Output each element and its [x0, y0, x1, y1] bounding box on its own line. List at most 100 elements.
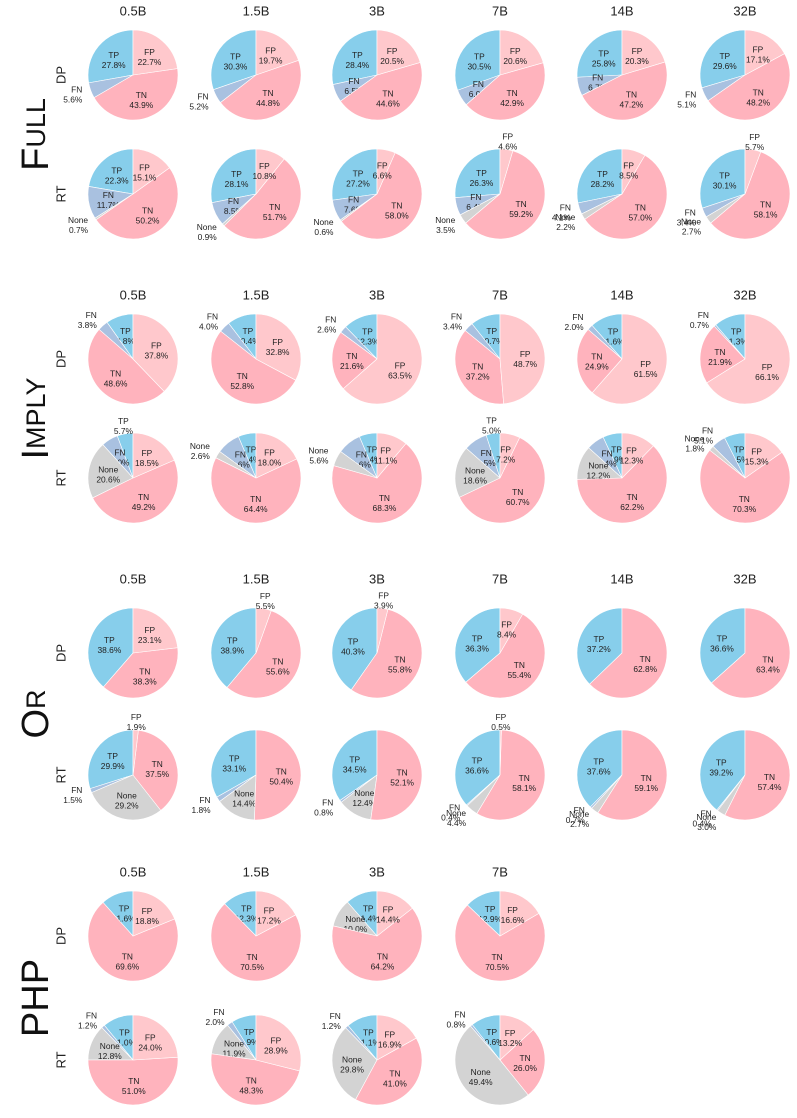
pie-slice-tp [454, 607, 501, 683]
slice-label-tn: TN [237, 371, 248, 381]
slice-value-fn: 2.0% [564, 322, 584, 332]
slice-label-none: None [117, 790, 137, 800]
slice-label-none: None [354, 788, 374, 798]
slice-label-fp: FP [495, 712, 506, 722]
slice-label-none: None [555, 212, 575, 222]
slice-value-fp: 17.2% [257, 915, 281, 925]
slice-value-none: 29.8% [340, 1064, 364, 1074]
slice-value-tn: 49.2% [132, 502, 156, 512]
slice-value-fp: 13.2% [498, 1038, 522, 1048]
pie-slice-tn [87, 329, 165, 405]
model-size-label: 3B [369, 864, 385, 879]
pie-slice-tp [576, 148, 623, 204]
slice-label-tn: TN [136, 90, 147, 100]
slice-value-tn: 50.4% [269, 776, 293, 786]
slice-value-fp: 15.1% [133, 173, 157, 183]
slice-value-tp: 22.3% [105, 176, 129, 186]
slice-value-tn: 41.0% [383, 1079, 407, 1089]
slice-value-fn: 3.4% [443, 322, 463, 332]
slice-label-fp: FP [510, 46, 521, 56]
pie-slice-tn [576, 329, 623, 394]
slice-label-none: None [696, 812, 716, 822]
slice-label-fp: FP [377, 160, 388, 170]
pie-slice-fp [499, 148, 514, 195]
slice-value-tp: 38.9% [220, 645, 244, 655]
slice-label-fp: FP [260, 591, 271, 601]
pie-slice-tn [465, 613, 546, 699]
slice-value-none: 4.4% [447, 818, 467, 828]
slice-label-tp: TP [230, 51, 241, 61]
slice-label-none: None [569, 809, 589, 819]
slice-label-tn: TN [246, 1076, 257, 1086]
pie-slice-fp [376, 432, 407, 479]
slice-value-tn: 51.7% [263, 212, 287, 222]
slice-label-tp: TP [598, 49, 609, 59]
slice-value-tp: 27.2% [346, 178, 370, 188]
pie-slice-tp [699, 29, 746, 89]
slice-label-tp: TP [719, 170, 730, 180]
slice-label-fn: FN [228, 196, 239, 206]
slice-label-fn: FN [560, 202, 571, 212]
slice-label-tn: TN [394, 654, 405, 664]
slice-value-fn: 0.4% [441, 812, 461, 822]
slice-value-fn: 8.6% [352, 459, 372, 469]
pie-slice-tn [95, 167, 179, 240]
slice-value-fp: 4.6% [498, 142, 518, 152]
pie-slice-fp [499, 313, 546, 405]
slice-value-tp: 36.3% [465, 643, 489, 653]
slice-value-none: 2.7% [682, 226, 702, 236]
slice-label-fp: FP [505, 1028, 516, 1038]
slice-label-tn: TN [512, 487, 523, 497]
slice-value-fp: 3.9% [374, 600, 394, 610]
pie-slice-tn [226, 610, 302, 699]
slice-label-tn: TN [262, 88, 273, 98]
slice-label-fp: FP [500, 444, 511, 454]
slice-label-fp: FP [264, 905, 275, 915]
slice-label-fn: FN [601, 449, 612, 459]
model-size-label: 32B [733, 571, 756, 586]
slice-label-tp: TP [243, 326, 254, 336]
pie-slice-none [331, 1027, 378, 1100]
pie-slice-fp [376, 1014, 417, 1061]
slice-value-tn: 42.9% [500, 98, 524, 108]
slice-label-tp: TP [367, 444, 378, 454]
slice-value-none: 0.9% [198, 232, 218, 242]
model-size-label: 0.5B [120, 571, 147, 586]
slice-value-none: 12.8% [98, 1051, 122, 1061]
pie-slice-fp [499, 29, 544, 76]
slice-label-fn: FN [473, 79, 484, 89]
pie-slice-tn [370, 729, 423, 821]
slice-value-tp: 26.3% [470, 178, 494, 188]
slice-value-tn: 26.0% [513, 1063, 537, 1073]
slice-label-none: None [308, 445, 328, 455]
slice-label-tp: TP [118, 416, 129, 426]
slice-value-fn: 7.6% [344, 204, 364, 214]
pie-slice-tp [331, 729, 378, 801]
slice-label-tp: TP [229, 753, 240, 763]
pie-slice-tn [699, 449, 791, 524]
slice-label-fn: FN [71, 785, 82, 795]
slice-label-tn: TN [391, 201, 402, 211]
model-size-label: 3B [369, 3, 385, 18]
slice-value-tn: 57.4% [758, 782, 782, 792]
slice-label-fp: FP [507, 905, 518, 915]
slice-value-tn: 52.8% [230, 381, 254, 391]
pie-slice-fp [132, 607, 179, 654]
slice-value-fn: 1.2% [78, 1021, 98, 1031]
slice-label-fn: FN [470, 192, 481, 202]
slice-value-none: 2.7% [570, 819, 590, 829]
slice-value-fn: 6.0% [110, 457, 130, 467]
pie-slice-tp [331, 29, 378, 85]
slice-label-tn: TN [122, 952, 133, 962]
pie-slice-tp [576, 729, 623, 808]
slice-value-fp: 14.4% [376, 914, 400, 924]
slice-label-tn: TN [269, 202, 280, 212]
